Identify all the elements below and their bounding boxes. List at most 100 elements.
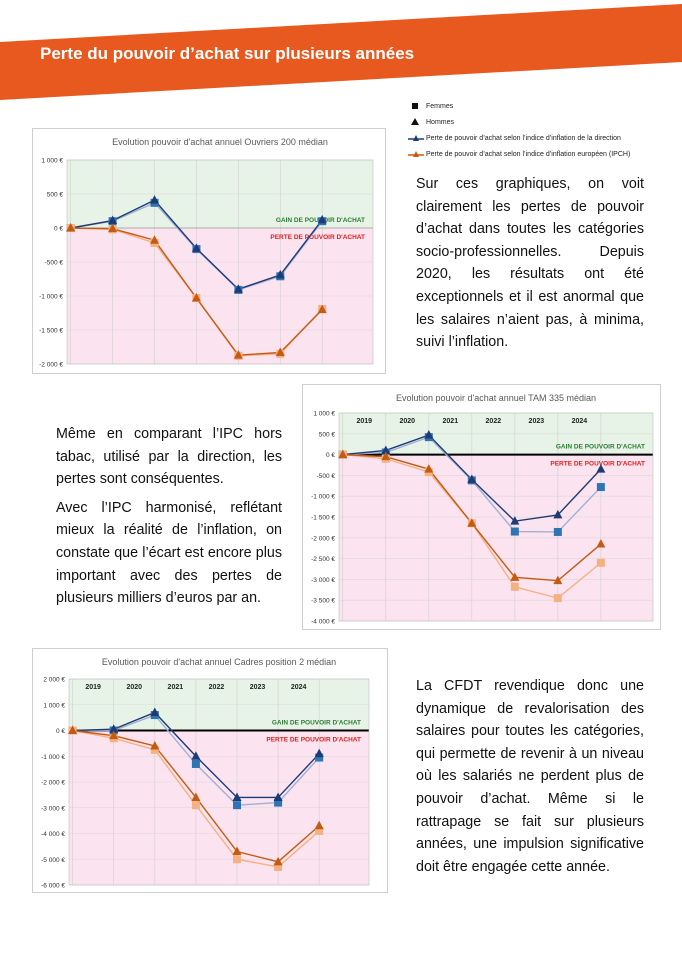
y-tick-label: 1 000 € <box>41 158 63 165</box>
point-marker <box>510 516 520 525</box>
point-marker <box>233 855 241 864</box>
y-tick-label: -4 000 € <box>311 619 335 626</box>
y-tick-label: -1 500 € <box>39 328 63 335</box>
point-marker <box>150 195 160 204</box>
y-tick-label: 1 000 € <box>313 411 335 418</box>
point-marker <box>424 430 434 439</box>
y-tick-label: -1 500 € <box>311 515 335 522</box>
annotation-loss: PERTE DE POUVOIR D'ACHAT <box>550 461 645 468</box>
point-marker <box>108 223 118 233</box>
year-label: 2019 <box>356 418 372 425</box>
point-marker <box>315 753 324 762</box>
page-title: Perte du pouvoir d’achat sur plusieurs a… <box>40 44 415 63</box>
y-tick-label: -4 000 € <box>41 831 65 838</box>
point-marker <box>273 856 283 866</box>
chart-title: Evolution pouvoir d'achat annuel Cadres … <box>102 657 336 667</box>
plot-frame <box>68 678 370 886</box>
point-marker <box>109 724 119 733</box>
legend-item: Femmes <box>408 98 678 114</box>
y-tick-label: -500 € <box>317 473 336 480</box>
point-marker <box>150 707 160 716</box>
plot-frame <box>66 159 374 365</box>
point-marker <box>424 464 434 473</box>
paragraph: Avec l’IPC harmonisé, reflétant mieux la… <box>56 499 282 607</box>
text-block: La CFDT revendique donc une dynamique de… <box>416 675 644 884</box>
point-marker <box>150 235 160 244</box>
y-tick-label: 500 € <box>47 192 64 199</box>
point-marker <box>467 474 477 484</box>
annotation-loss: PERTE DE POUVOIR D'ACHAT <box>266 737 361 744</box>
year-label: 2024 <box>572 418 588 425</box>
point-marker <box>338 449 348 459</box>
point-marker <box>553 575 563 585</box>
year-label: 2023 <box>529 418 545 425</box>
y-tick-label: -2 000 € <box>39 362 63 369</box>
chart-title: Evolution pouvoir d'achat annuel TAM 335… <box>396 393 596 403</box>
paragraph: Sur ces graphiques, on voit clairement l… <box>416 176 644 351</box>
y-tick-label: -2 000 € <box>41 780 65 787</box>
point-marker <box>596 539 606 548</box>
point-marker <box>596 558 605 567</box>
banner <box>0 4 682 100</box>
point-marker <box>553 509 563 519</box>
legend-item: Perte de pouvoir d’achat selon l’indice … <box>408 146 678 162</box>
year-label: 2020 <box>400 418 416 425</box>
point-marker <box>191 792 201 801</box>
legend-item: Perte de pouvoir d’achat selon l’indice … <box>408 130 678 146</box>
point-marker <box>275 347 285 356</box>
year-label: 2023 <box>250 684 266 691</box>
point-marker <box>66 223 76 232</box>
banner-shape <box>0 4 682 100</box>
point-marker <box>314 748 324 758</box>
y-tick-label: -1 000 € <box>41 754 65 761</box>
point-marker <box>108 215 118 225</box>
annotation-gain: GAIN DE POUVOIR D'ACHAT <box>556 444 645 451</box>
y-tick-label: 0 € <box>54 226 63 233</box>
point-marker <box>317 304 327 314</box>
point-marker <box>232 846 242 856</box>
y-tick-label: -2 000 € <box>311 535 335 542</box>
plot-frame <box>338 412 654 622</box>
y-tick-label: -3 500 € <box>311 598 335 605</box>
point-marker <box>315 826 324 835</box>
point-marker <box>233 801 241 810</box>
year-label: 2022 <box>209 684 225 691</box>
y-tick-label: -500 € <box>45 260 64 267</box>
point-marker <box>109 730 119 740</box>
point-marker <box>596 483 605 492</box>
year-label: 2020 <box>126 684 142 691</box>
year-label: 2021 <box>443 418 459 425</box>
y-tick-label: -1 000 € <box>39 294 63 301</box>
y-tick-label: -6 000 € <box>41 883 65 890</box>
point-marker <box>275 269 285 279</box>
point-marker <box>381 445 391 454</box>
point-marker <box>233 284 243 293</box>
legend: Femmes Hommes Perte de pouvoir d’achat s… <box>408 98 678 162</box>
year-label: 2024 <box>291 684 307 691</box>
y-tick-label: 2 000 € <box>43 677 65 684</box>
y-tick-label: 0 € <box>326 452 335 459</box>
point-marker <box>510 527 519 536</box>
point-marker <box>232 792 242 801</box>
legend-label: Perte de pouvoir d’achat selon l’indice … <box>426 150 631 158</box>
point-marker <box>191 751 201 760</box>
point-marker <box>553 594 562 603</box>
point-marker <box>510 572 520 581</box>
y-tick-label: 0 € <box>56 728 65 735</box>
legend-label: Hommes <box>426 118 455 126</box>
point-marker <box>273 792 283 801</box>
point-marker <box>510 582 519 591</box>
chart: Evolution pouvoir d'achat annuel Cadres … <box>32 648 388 893</box>
text-block: Même en comparant l’IPC hors tabac, util… <box>56 423 282 616</box>
legend-item: Hommes <box>408 114 678 130</box>
paragraph: La CFDT revendique donc une dynamique de… <box>416 678 644 875</box>
point-marker <box>150 740 160 750</box>
y-tick-label: -3 000 € <box>311 577 335 584</box>
point-marker <box>467 518 477 527</box>
annotation-loss: PERTE DE POUVOIR D'ACHAT <box>270 234 365 241</box>
chart-title: Evolution pouvoir d'achat annuel Ouvrier… <box>112 137 328 147</box>
point-marker <box>274 862 283 871</box>
y-tick-label: -3 000 € <box>41 805 65 812</box>
chart: Evolution pouvoir d'achat annuel TAM 335… <box>302 384 661 630</box>
